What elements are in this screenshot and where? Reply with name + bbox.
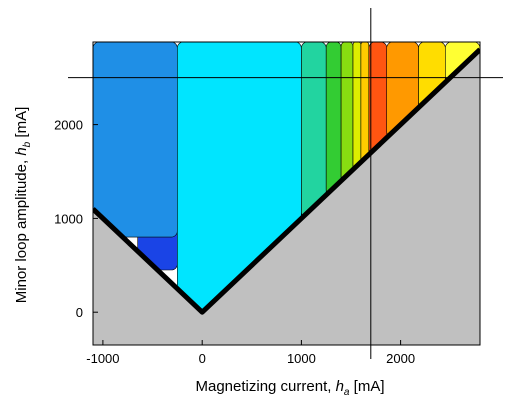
crosshair-extension	[68, 8, 503, 359]
x-tick-label: 2000	[386, 351, 415, 366]
y-axis-title-prefix: Minor loop amplitude,	[13, 156, 30, 304]
contour-band-8	[360, 42, 370, 163]
y-tick-label: 2000	[54, 118, 83, 133]
y-tick-label: 0	[76, 305, 83, 320]
contour-band-6	[340, 42, 354, 182]
mask-boundary	[93, 47, 480, 315]
y-axis: 0 1000 2000	[54, 118, 98, 320]
y-tick-label: 1000	[54, 211, 83, 226]
x-axis-title-subscript: a	[344, 387, 350, 398]
x-axis: -1000 0 1000 2000	[86, 340, 415, 366]
contour-band-7	[352, 42, 362, 170]
contour-band-5	[325, 42, 342, 196]
y-axis-title-subscript: b	[22, 141, 33, 147]
x-tick-label: -1000	[86, 351, 119, 366]
x-tick-label: 1000	[287, 351, 316, 366]
x-tick-label: 0	[199, 351, 206, 366]
contour-band-4	[301, 42, 327, 219]
masked-wedge	[93, 49, 480, 345]
y-axis-title-symbol: h	[13, 147, 30, 155]
y-axis-title-suffix: [mA]	[13, 107, 30, 142]
plot-area	[93, 42, 480, 345]
x-axis-title: Magnetizing current, ha [mA]	[196, 378, 385, 398]
contour-band-2	[93, 42, 178, 238]
masked-region	[93, 47, 480, 345]
crosshair	[93, 42, 480, 345]
y-axis-title: Minor loop amplitude, hb [mA]	[13, 107, 33, 304]
plot-frame	[92, 41, 481, 346]
x-axis-title-suffix: [mA]	[349, 378, 384, 395]
x-axis-title-symbol: h	[336, 378, 344, 395]
x-axis-title-prefix: Magnetizing current,	[196, 378, 336, 395]
